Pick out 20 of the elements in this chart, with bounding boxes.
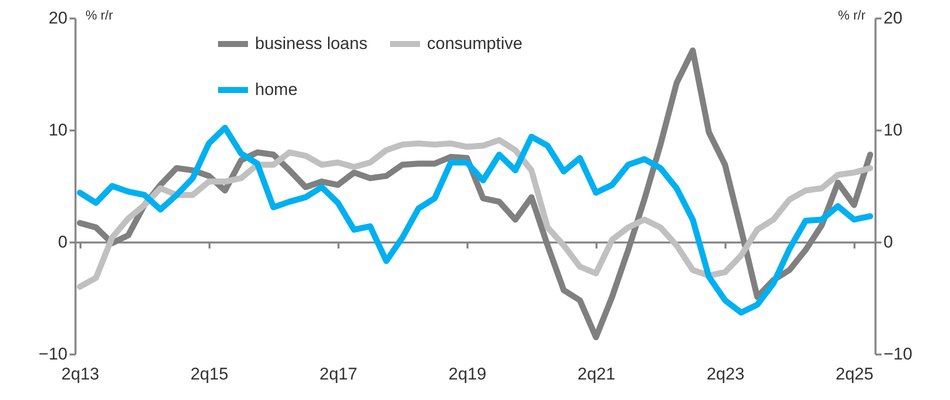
x-tick-label: 2q15 — [190, 364, 228, 384]
x-tick-label: 2q17 — [319, 364, 358, 384]
y2-tick-label: −10 — [884, 344, 912, 364]
y-axis-title: % r/r — [86, 8, 114, 22]
y2-tick-label: 20 — [884, 8, 902, 28]
x-tick-label: 2q25 — [836, 364, 874, 384]
y-tick-label: −10 — [38, 344, 68, 364]
x-tick-label: 2q19 — [448, 364, 486, 384]
legend-label: consumptive — [427, 34, 522, 53]
y-tick-label: 20 — [48, 8, 68, 28]
y2-tick-label: 10 — [884, 120, 902, 140]
legend-label: business loans — [255, 34, 368, 53]
x-tick-label: 2q21 — [578, 364, 616, 384]
legend-label: home — [255, 80, 298, 99]
y-tick-label: 10 — [48, 120, 68, 140]
y-tick-label: 0 — [58, 232, 68, 252]
x-tick-label: 2q23 — [706, 364, 744, 384]
x-tick-label: 2q13 — [61, 364, 100, 384]
y2-tick-label: 0 — [884, 232, 893, 252]
y2-axis-title: % r/r — [838, 8, 866, 22]
